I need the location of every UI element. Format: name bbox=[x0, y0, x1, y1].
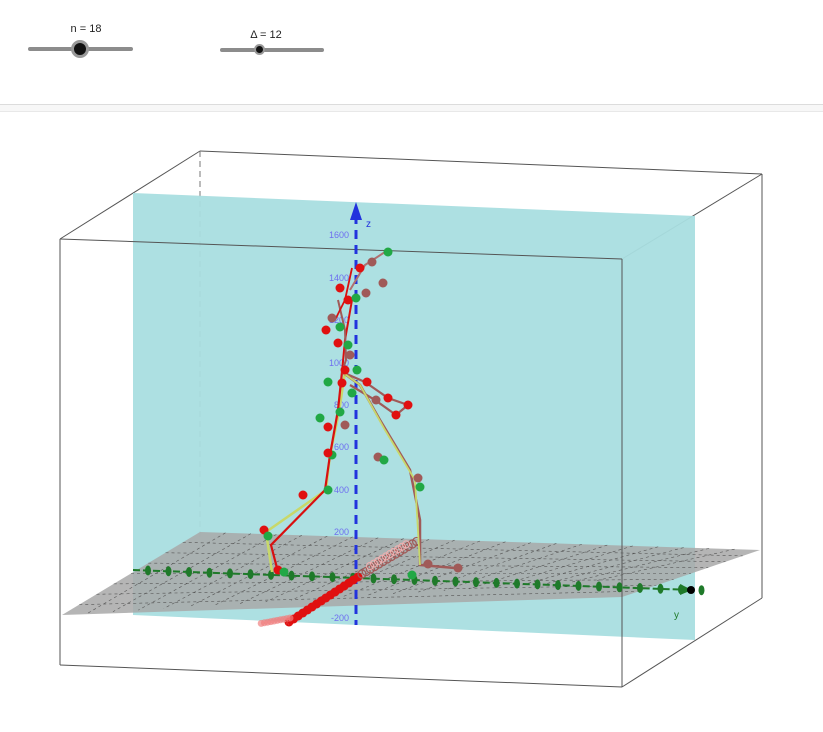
z-tick-label: 1000 bbox=[329, 358, 349, 368]
z-tick-label: 1200 bbox=[329, 315, 349, 325]
z-axis: 1600 1400 1200 1000 800 600 400 200 -200 bbox=[329, 202, 362, 625]
toolbar: n = 18 Δ = 12 bbox=[0, 0, 823, 104]
slider-delta-label: Δ = 12 bbox=[250, 29, 282, 41]
graphics-3d-view[interactable]: y 1600 1400 1200 1000 800 600 400 200 -200 z x bbox=[0, 112, 823, 727]
z-tick-label: 400 bbox=[334, 485, 349, 495]
x-axis-trajectory bbox=[257, 536, 422, 627]
slider-n-label: n = 18 bbox=[70, 23, 102, 35]
z-tick-label: 1400 bbox=[329, 273, 349, 283]
y-axis-label: y bbox=[674, 610, 679, 621]
slider-delta-track[interactable] bbox=[220, 48, 324, 52]
z-tick-label: 800 bbox=[334, 400, 349, 410]
z-tick-label: 1600 bbox=[329, 230, 349, 240]
bounding-box-front bbox=[59, 174, 763, 688]
skeleton-figures bbox=[259, 247, 463, 580]
z-axis-label: z bbox=[366, 219, 371, 230]
z-tick-label: -200 bbox=[331, 613, 349, 623]
slider-delta-knob[interactable] bbox=[254, 44, 265, 55]
z-tick-label: 600 bbox=[334, 442, 349, 452]
slider-n-knob[interactable] bbox=[71, 40, 89, 58]
x-axis-label: x bbox=[285, 617, 290, 627]
y-axis bbox=[132, 565, 705, 596]
z-tick-label: 200 bbox=[334, 527, 349, 537]
toolbar-divider bbox=[0, 104, 823, 112]
